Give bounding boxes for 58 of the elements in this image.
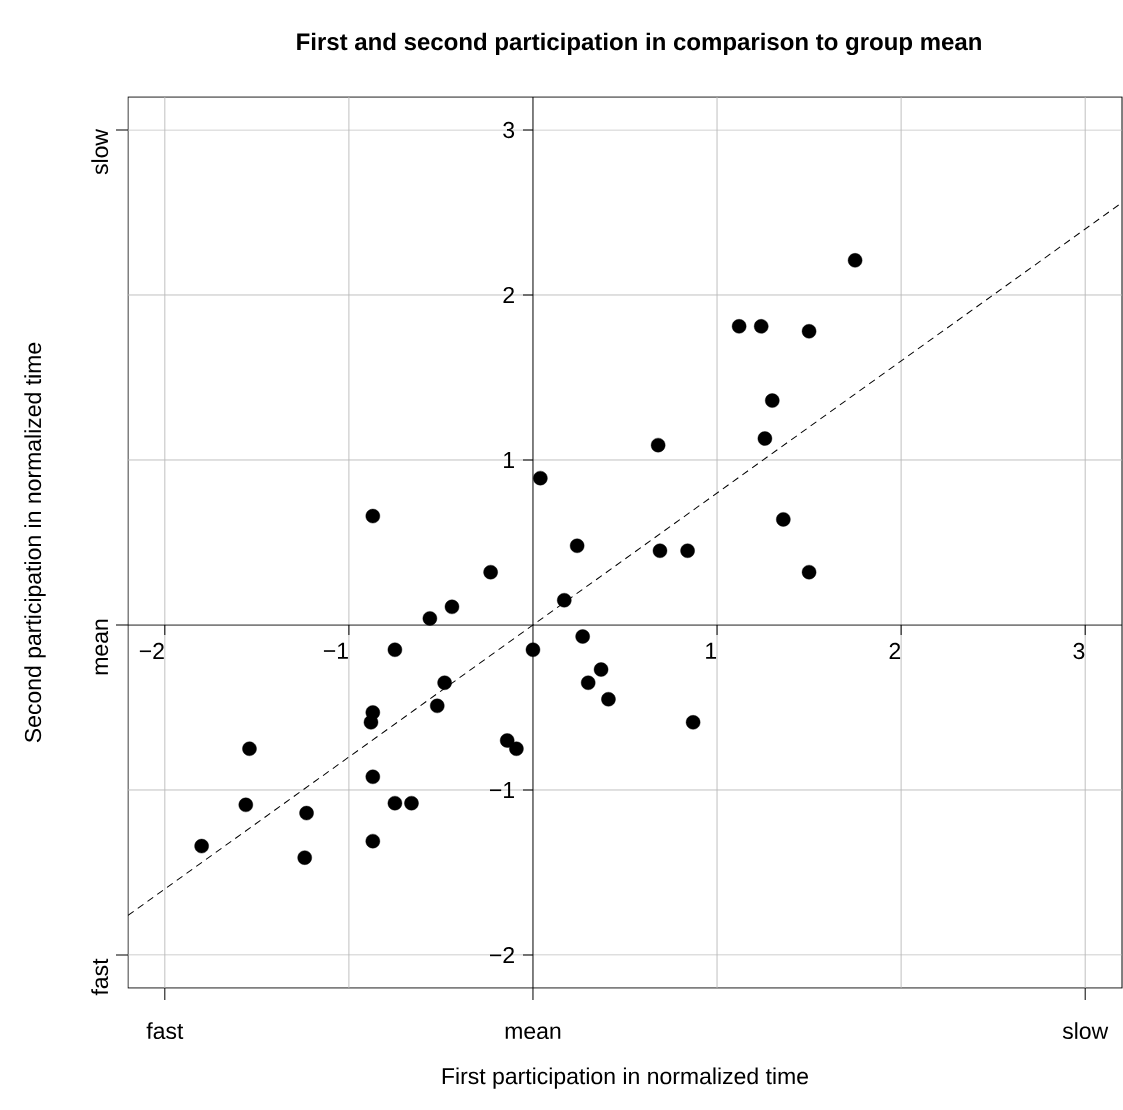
point (387, 796, 403, 811)
text: mean (505, 1026, 561, 1040)
point (363, 715, 379, 730)
point (525, 642, 541, 657)
x-tick-label: −1 (323, 642, 348, 659)
text: mean (95, 619, 109, 675)
point (533, 470, 548, 486)
point (652, 543, 668, 558)
point (297, 850, 312, 865)
point (483, 564, 498, 580)
point (194, 838, 209, 854)
point (404, 796, 419, 811)
text: slow (1062, 1022, 1109, 1040)
point (299, 805, 314, 821)
point (776, 512, 791, 527)
point (365, 508, 381, 524)
y-tick-label: 3 (503, 121, 515, 139)
point (238, 797, 254, 813)
text: slow (91, 128, 109, 175)
text: fast (146, 1022, 184, 1040)
chart-title: First and second participation in comparison to group mean (297, 32, 981, 56)
point (757, 431, 773, 446)
point (765, 393, 780, 408)
point (847, 253, 863, 268)
point (580, 675, 596, 690)
y-tick-label: −1 (490, 782, 514, 798)
point (593, 662, 609, 677)
point (365, 833, 381, 849)
point (685, 715, 701, 730)
point (731, 319, 747, 334)
point (444, 599, 460, 615)
point (801, 564, 817, 580)
point (575, 629, 590, 644)
point (509, 741, 524, 756)
x-tick-label: −2 (139, 642, 164, 659)
point (430, 698, 445, 714)
x-tick-label: 1 (706, 642, 717, 659)
point (650, 437, 666, 453)
y-tick-label: 2 (503, 286, 514, 304)
point (437, 675, 452, 690)
point (754, 319, 769, 334)
y-tick-label: −2 (490, 946, 514, 964)
point (365, 769, 381, 784)
x-tick-label: 3 (1073, 642, 1085, 660)
point (680, 543, 695, 558)
point (387, 642, 403, 657)
point (801, 324, 817, 339)
point (242, 741, 257, 756)
y-tick-label: 1 (504, 452, 514, 468)
x-axis-title: First participation in normalized time (442, 1067, 808, 1089)
x-tick-label: 2 (889, 642, 901, 659)
point (601, 692, 616, 707)
text: fast (91, 958, 109, 996)
point (569, 538, 585, 553)
point (422, 611, 438, 626)
point (557, 593, 572, 608)
y-axis-title: Second participation in normalized time (24, 342, 46, 743)
point (500, 733, 515, 748)
